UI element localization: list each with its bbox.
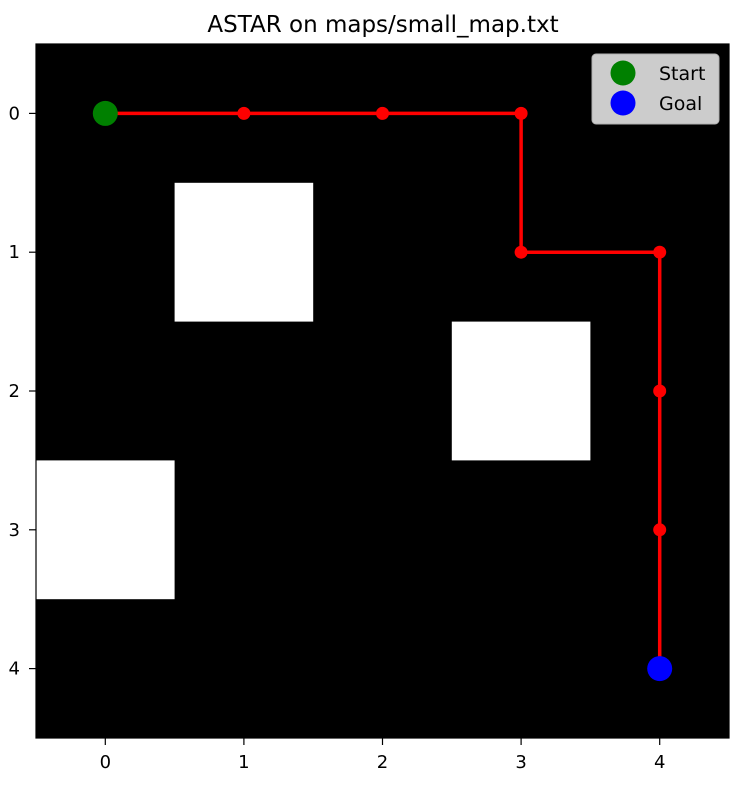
legend-label: Start <box>659 63 705 85</box>
obstacle-cell <box>36 460 175 600</box>
legend-marker <box>610 60 636 86</box>
path-point <box>514 245 528 259</box>
legend-marker <box>610 90 636 116</box>
chart-title: ASTAR on maps/small_map.txt <box>207 12 558 38</box>
x-tick-label: 4 <box>654 752 665 773</box>
path-point <box>653 523 667 537</box>
x-tick-label: 1 <box>238 752 249 773</box>
obstacle-layer <box>36 182 591 600</box>
plot-area <box>35 43 730 739</box>
path-point <box>237 106 251 120</box>
path-point <box>653 245 667 259</box>
path-point <box>376 106 389 120</box>
map-background <box>36 44 729 738</box>
y-tick-label: 1 <box>9 242 20 263</box>
start-marker <box>92 100 118 126</box>
legend-entries: Start Goal <box>610 60 705 116</box>
endpoint-layer <box>92 100 673 682</box>
y-tick-label: 0 <box>9 103 20 124</box>
y-tick-label: 4 <box>9 659 20 680</box>
obstacle-cell <box>174 182 314 322</box>
goal-marker <box>647 656 673 682</box>
path-point <box>514 106 528 120</box>
x-tick-label: 3 <box>515 752 526 773</box>
legend: Start Goal <box>591 53 720 125</box>
path-point <box>653 384 667 398</box>
y-axis: 0 1 2 3 4 <box>9 103 36 680</box>
y-tick-label: 2 <box>9 381 20 402</box>
x-axis: 0 1 2 3 4 <box>100 738 665 773</box>
y-tick-label: 3 <box>9 520 20 541</box>
legend-label: Goal <box>659 93 702 115</box>
x-tick-label: 2 <box>377 752 388 773</box>
obstacle-cell <box>451 321 591 461</box>
x-tick-label: 0 <box>100 752 111 773</box>
